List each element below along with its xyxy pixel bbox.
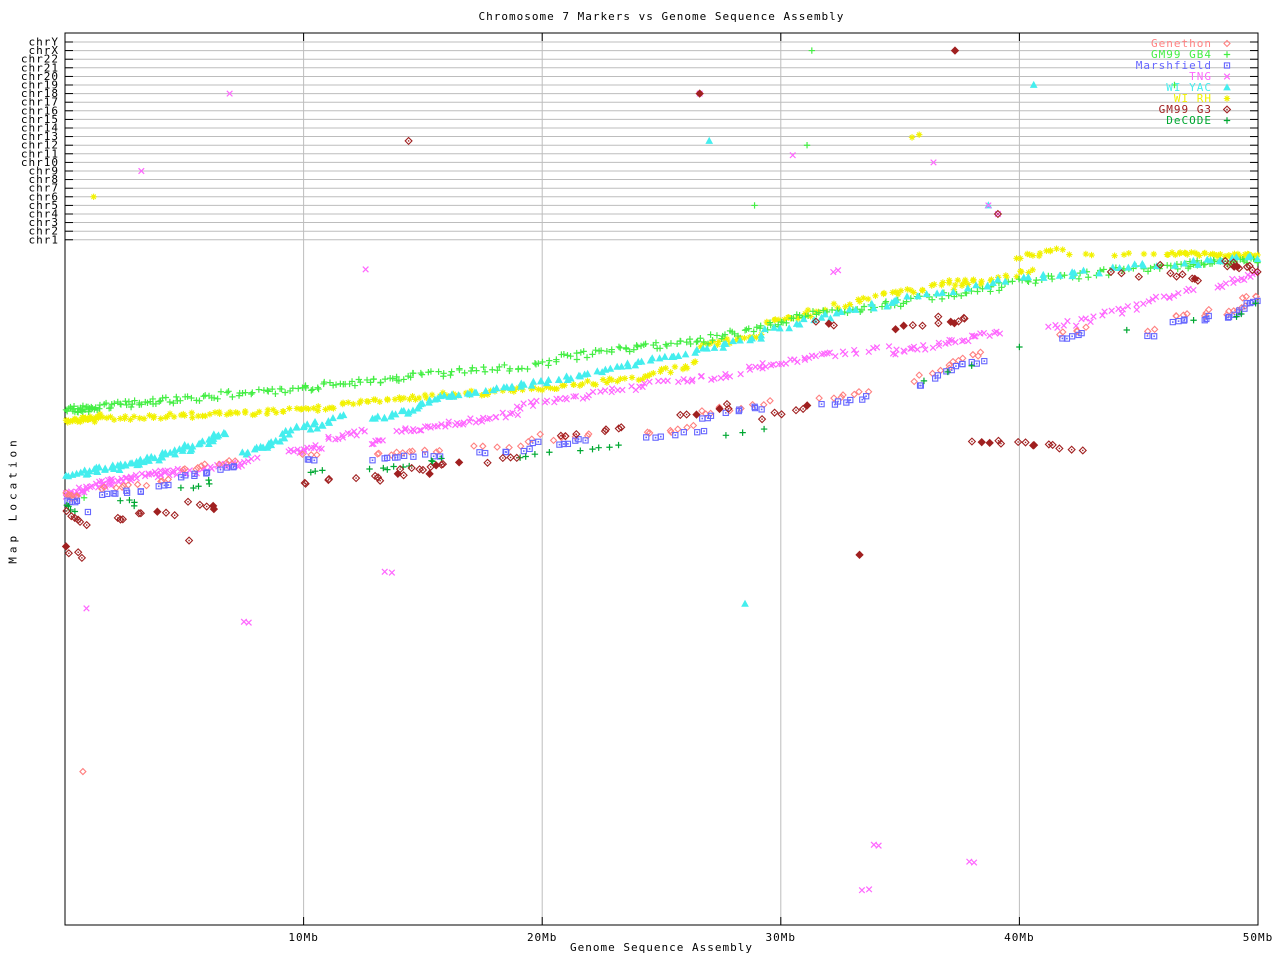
ytick-chr19: chr19 [21, 79, 59, 92]
x-tick-labels: 10Mb 20Mb 30Mb 40Mb 50Mb [288, 931, 1274, 944]
legend-marker-marshfield [1223, 62, 1231, 69]
legend-label-wi-yac: WI YAC [1166, 81, 1212, 94]
legend-marker-wi-yac [1223, 83, 1231, 91]
xtick-50Mb: 50Mb [1243, 931, 1274, 944]
legend-label-gm99-g3: GM99 G3 [1159, 103, 1212, 116]
ytick-chr4: chr4 [29, 207, 60, 220]
legend-label-marshfield: Marshfield [1136, 59, 1212, 72]
ytick-chr18: chr18 [21, 87, 59, 100]
ytick-chr12: chr12 [21, 139, 59, 152]
ytick-chrX: chrX [29, 44, 60, 57]
y-axis-label: Map Location [6, 436, 20, 564]
legend-marker-genethon [1223, 39, 1231, 48]
chart-title: Chromosome 7 Markers vs Genome Sequence … [478, 10, 845, 23]
y-tick-labels: chrYchrXchr22chr21chr20chr19chr18chr17ch… [21, 36, 60, 247]
ytick-chr11: chr11 [21, 147, 59, 160]
xtick-20Mb: 20Mb [527, 931, 558, 944]
ytick-chr1: chr1 [29, 233, 60, 246]
legend-marker-decode [1223, 117, 1231, 124]
ytick-chr17: chr17 [21, 96, 59, 109]
gridlines [65, 33, 1258, 925]
series-genethon [62, 292, 1260, 776]
ytick-chr20: chr20 [21, 70, 59, 83]
ytick-chr2: chr2 [29, 225, 60, 238]
legend-label-tng: TNG [1189, 70, 1212, 83]
series-gm99-gb4 [62, 47, 1261, 501]
legend-marker-gm99-gb4 [1223, 51, 1231, 58]
ytick-chr15: chr15 [21, 113, 59, 126]
ytick-chr8: chr8 [29, 173, 60, 186]
legend-marker-gm99-g3 [1222, 105, 1232, 114]
ytick-chr9: chr9 [29, 164, 60, 177]
series-decode [63, 300, 1259, 515]
series-wi-yac [62, 80, 1262, 607]
ytick-chrY: chrY [29, 36, 60, 49]
plot-border [64, 32, 1259, 926]
series-marshfield [64, 297, 1261, 516]
legend-label-decode: DeCODE [1166, 114, 1212, 127]
series-gm99-g3 [61, 46, 1262, 563]
x-axis-label: Genome Sequence Assembly [570, 941, 753, 954]
xtick-40Mb: 40Mb [1004, 931, 1035, 944]
xtick-30Mb: 30Mb [766, 931, 797, 944]
ytick-chr7: chr7 [29, 182, 60, 195]
xtick-10Mb: 10Mb [288, 931, 319, 944]
ytick-chr14: chr14 [21, 121, 59, 134]
ytick-chr21: chr21 [21, 61, 59, 74]
legend-marker-wi-rh [1223, 95, 1231, 102]
ytick-chr6: chr6 [29, 190, 60, 203]
legend-label-genethon: Genethon [1151, 37, 1212, 50]
ytick-chr16: chr16 [21, 104, 59, 117]
tick-marks [65, 33, 1259, 925]
ytick-chr13: chr13 [21, 130, 59, 143]
legend-marker-tng [1223, 73, 1231, 80]
ytick-chr22: chr22 [21, 53, 59, 66]
series-tng [62, 90, 1260, 894]
ytick-chr10: chr10 [21, 156, 59, 169]
ytick-chr3: chr3 [29, 216, 60, 229]
legend-label-gm99-gb4: GM99 GB4 [1151, 48, 1212, 61]
legend-label-wi-rh: WI RH [1174, 92, 1212, 105]
ytick-chr5: chr5 [29, 199, 60, 212]
